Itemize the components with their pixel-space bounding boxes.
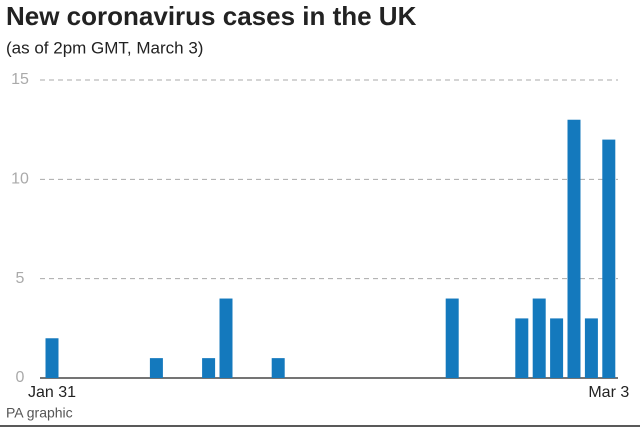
bar <box>532 298 546 378</box>
chart-subtitle: (as of 2pm GMT, March 3) <box>6 38 203 57</box>
bar <box>149 358 163 378</box>
bar <box>602 139 616 378</box>
x-tick-label: Jan 31 <box>28 384 76 401</box>
chart-title: New coronavirus cases in the UK <box>6 1 417 31</box>
x-tick-label: Mar 3 <box>588 384 629 401</box>
y-tick-label: 0 <box>16 369 25 386</box>
bar <box>45 338 59 378</box>
source: PA graphic <box>6 405 73 421</box>
bar <box>219 298 233 378</box>
bar <box>271 358 285 378</box>
y-tick-label: 10 <box>11 171 29 188</box>
bar <box>584 318 598 378</box>
bar <box>550 318 564 378</box>
bar <box>515 318 529 378</box>
bar <box>567 119 581 378</box>
bar <box>445 298 459 378</box>
y-tick-label: 15 <box>11 71 29 88</box>
bar <box>202 358 216 378</box>
y-tick-label: 5 <box>16 270 25 287</box>
